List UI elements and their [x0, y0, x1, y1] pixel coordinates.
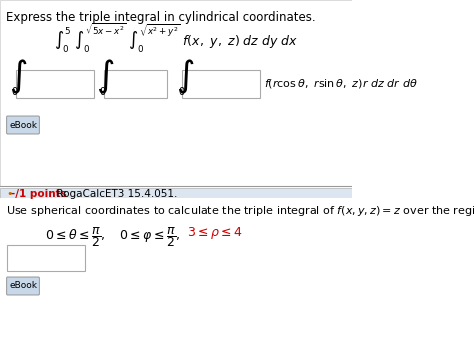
Text: eBook: eBook [9, 282, 37, 291]
FancyBboxPatch shape [0, 188, 352, 346]
FancyBboxPatch shape [7, 277, 39, 295]
FancyBboxPatch shape [7, 116, 39, 134]
Text: -/1 points: -/1 points [11, 189, 67, 199]
Text: RogaCalcET3 15.4.051.: RogaCalcET3 15.4.051. [50, 189, 178, 199]
Text: $0$: $0$ [99, 85, 106, 97]
Text: eBook: eBook [9, 120, 37, 129]
Text: Use spherical coordinates to calculate the triple integral of $f(x, y, z) = z$ o: Use spherical coordinates to calculate t… [6, 204, 474, 218]
FancyBboxPatch shape [182, 70, 260, 98]
Text: $0$: $0$ [11, 85, 18, 97]
Text: Express the triple integral in cylindrical coordinates.: Express the triple integral in cylindric… [6, 11, 316, 24]
Text: $\int$: $\int$ [176, 58, 194, 96]
Text: $0$: $0$ [178, 85, 186, 97]
Text: •: • [6, 189, 12, 199]
Text: $3 \leq \rho \leq 4$: $3 \leq \rho \leq 4$ [187, 225, 243, 241]
FancyBboxPatch shape [104, 70, 167, 98]
Text: $0 \leq \theta \leq \dfrac{\pi}{2},\quad 0 \leq \varphi \leq \dfrac{\pi}{2},$: $0 \leq \theta \leq \dfrac{\pi}{2},\quad… [45, 225, 180, 249]
FancyBboxPatch shape [16, 70, 94, 98]
Text: $\int_0^{5}\ \int_0^{\sqrt{5x-x^2}}\ \int_0^{\sqrt{x^2+y^2}}\ f(x,\ y,\ z)\ dz\ : $\int_0^{5}\ \int_0^{\sqrt{5x-x^2}}\ \in… [54, 21, 298, 55]
Text: $\int$: $\int$ [97, 58, 115, 96]
FancyBboxPatch shape [0, 198, 352, 346]
Text: $\int$: $\int$ [9, 58, 27, 96]
FancyBboxPatch shape [8, 245, 85, 271]
Text: $f(r\cos\theta,\ r\sin\theta,\ z)r\ dz\ dr\ d\theta$: $f(r\cos\theta,\ r\sin\theta,\ z)r\ dz\ … [264, 76, 418, 90]
FancyBboxPatch shape [0, 0, 352, 186]
